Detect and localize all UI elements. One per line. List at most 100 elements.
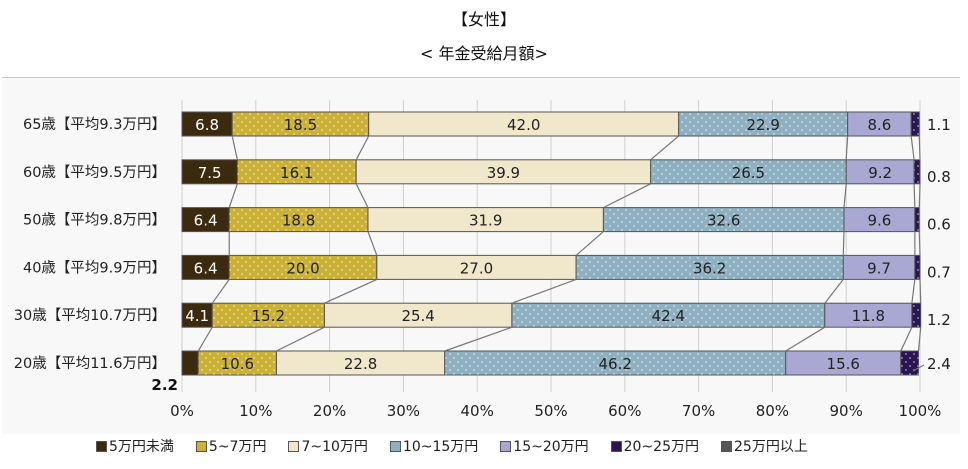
x-tick-label: 60%: [608, 402, 641, 420]
legend-item: 10~15万円: [389, 436, 478, 456]
bar-segment-pattern: [900, 351, 919, 375]
data-label: 39.9: [487, 164, 520, 182]
legend-swatch: [610, 440, 622, 452]
bar-segment-pattern: [911, 112, 920, 136]
series-connector-line: [842, 231, 845, 256]
bar-segment: [376, 254, 577, 280]
category-label: 60歳【平均9.5万円】: [23, 164, 166, 181]
data-label: 2.4: [927, 355, 951, 373]
data-label: 0.8: [927, 168, 951, 186]
legend-swatch: [96, 440, 107, 452]
series-connector-line: [917, 327, 922, 352]
bar-segment: [368, 111, 680, 137]
data-label: 11.8: [852, 307, 885, 325]
data-label: 32.6: [707, 212, 740, 230]
x-tick-label: 50%: [534, 402, 567, 420]
series-connector-line: [913, 183, 916, 208]
data-label: 42.4: [652, 307, 685, 325]
data-label: 1.2: [927, 311, 951, 329]
data-label: 18.5: [284, 116, 317, 134]
legend-item: 25万円以上: [721, 436, 808, 456]
bar-segment: [181, 207, 230, 233]
data-label: 6.4: [194, 259, 218, 277]
bar-segment: [845, 159, 915, 185]
data-label: 22.8: [344, 355, 377, 373]
legend-label: 25万円以上: [734, 439, 808, 455]
bar-segment: [275, 350, 446, 376]
legend-swatch: [288, 440, 300, 452]
bar-segment-pattern: [511, 303, 825, 328]
bar-segment: [847, 111, 912, 137]
data-label: 6.8: [195, 116, 219, 134]
category-label: 65歳【平均9.3万円】: [23, 116, 166, 133]
data-label: 10.6: [221, 355, 254, 373]
x-tick-label: 40%: [461, 402, 494, 420]
data-label: 15.6: [827, 355, 860, 373]
legend-swatch: [500, 440, 512, 452]
legend-item: 20~25万円: [610, 436, 699, 456]
category-label: 50歳【平均9.8万円】: [23, 212, 166, 229]
series-connector-line: [355, 135, 370, 161]
bar-segment-pattern: [914, 255, 920, 280]
legend-swatch: [195, 440, 207, 452]
chart-title: 【女性】: [451, 10, 516, 29]
data-label: 9.6: [867, 212, 891, 230]
bar-segment-pattern: [229, 207, 368, 232]
data-label: 9.7: [867, 259, 891, 277]
legend-label: 7~10万円: [301, 439, 368, 455]
series-connector-line: [228, 183, 238, 208]
series-connector-line: [324, 278, 378, 304]
bar-segment: [785, 350, 902, 376]
x-tick-label: 100%: [899, 402, 942, 420]
bar-segment: [181, 254, 230, 280]
bar-segment-pattern: [914, 207, 920, 232]
data-label: 26.5: [732, 164, 765, 182]
series-connector-line: [650, 135, 680, 161]
bar-segment: [323, 302, 513, 328]
x-tick-label: 0%: [170, 402, 194, 420]
legend-item: 5~7万円: [195, 436, 266, 456]
bar-segment-pattern: [229, 255, 377, 280]
data-label: 6.4: [194, 212, 218, 230]
data-label: 8.6: [867, 116, 891, 134]
series-connector-line: [367, 231, 378, 256]
series-connector-line: [918, 135, 921, 160]
leader-line: [912, 364, 925, 372]
category-label: 30歳【平均10.7万円】: [14, 307, 166, 324]
legend-swatch: [389, 440, 401, 452]
series-connector-line: [845, 135, 849, 160]
data-label: 4.1: [185, 307, 209, 325]
series-connector-line: [444, 326, 513, 352]
series-connector-line: [231, 135, 238, 160]
series-connector-line: [911, 279, 916, 304]
x-tick-label: 20%: [313, 402, 346, 420]
x-tick-label: 30%: [387, 402, 420, 420]
series-connector-line: [910, 135, 915, 160]
bar-segment: [181, 350, 199, 376]
data-label: 2.2: [151, 376, 178, 394]
data-label: 36.2: [693, 259, 726, 277]
data-label: 46.2: [599, 355, 632, 373]
category-label: 40歳【平均9.9万円】: [23, 259, 166, 276]
data-label: 1.1: [927, 116, 951, 134]
category-label: 20歳【平均11.6万円】: [14, 355, 166, 372]
bar-segment-pattern: [914, 159, 920, 184]
x-tick-label: 90%: [830, 402, 863, 420]
data-label: 42.0: [507, 116, 540, 134]
bar-segment-pattern: [603, 207, 844, 232]
legend-swatch: [721, 440, 732, 452]
x-tick-label: 70%: [682, 402, 715, 420]
x-tick-label: 10%: [239, 402, 272, 420]
bar-segment-pattern: [444, 351, 786, 375]
bar-segment-pattern: [232, 112, 369, 136]
bar-segment: [355, 159, 652, 185]
data-label: 31.9: [469, 212, 502, 230]
series-connector-line: [919, 279, 922, 304]
legend: 5万円未満 5~7万円 7~10万円 10~15万円 15~20万円 20~25万円 25万…: [96, 436, 808, 456]
series-connector-line: [824, 279, 844, 304]
data-label: 27.0: [460, 259, 493, 277]
series-connector-line: [918, 183, 921, 208]
series-connector-line: [918, 231, 921, 256]
